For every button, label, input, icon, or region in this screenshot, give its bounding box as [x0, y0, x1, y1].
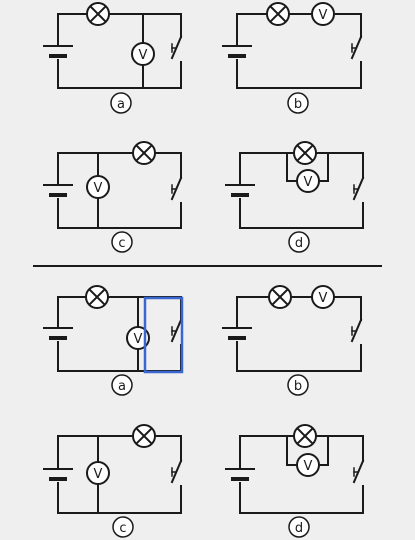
voltmeter-glyph: V — [319, 8, 328, 23]
option-label: a — [110, 92, 132, 114]
voltmeter-icon: V — [296, 453, 320, 477]
top-group: V a — [43, 2, 365, 253]
voltmeter-glyph: V — [94, 181, 103, 196]
circuit-d: V d — [225, 424, 365, 538]
option-label: c — [112, 516, 134, 538]
circuit-b: V b — [222, 2, 363, 114]
lamp-cross-icon — [268, 285, 292, 309]
voltmeter-glyph: V — [304, 175, 313, 190]
battery-icon — [222, 327, 252, 340]
wire — [239, 152, 364, 229]
option-letter: a — [118, 379, 126, 394]
lamp-cross-icon — [85, 285, 109, 309]
switch-icon — [350, 35, 363, 60]
switch-icon — [352, 176, 365, 201]
voltmeter-icon: V — [311, 285, 335, 309]
wire — [57, 435, 182, 514]
voltmeter-icon: V — [86, 461, 110, 485]
option-label: d — [288, 516, 310, 538]
wire — [57, 13, 182, 89]
lamp-cross-icon — [266, 2, 290, 26]
option-letter: c — [119, 521, 126, 536]
battery-icon — [43, 468, 73, 481]
circuit-b: V b — [222, 285, 363, 396]
battery-icon — [43, 327, 73, 340]
voltmeter-glyph: V — [139, 48, 148, 63]
battery-icon — [43, 45, 73, 58]
option-label: b — [287, 374, 309, 396]
battery-icon — [222, 45, 252, 58]
voltmeter-icon: V — [131, 42, 155, 66]
option-label: b — [287, 92, 309, 114]
option-letter: d — [295, 521, 303, 536]
wire — [57, 296, 182, 372]
switch-icon — [352, 459, 365, 484]
voltmeter-glyph: V — [134, 332, 143, 347]
voltmeter-icon: V — [296, 169, 320, 193]
circuit-c: V c — [43, 424, 183, 538]
lamp-cross-icon — [132, 424, 156, 448]
voltmeter-glyph: V — [94, 467, 103, 482]
switch-icon — [170, 318, 183, 343]
circuit-c: V c — [43, 141, 183, 253]
option-letter: c — [118, 236, 125, 251]
voltmeter-icon: V — [86, 175, 110, 199]
wire — [236, 296, 362, 372]
voltmeter-icon: V — [311, 2, 335, 26]
bottom-group: V a — [43, 285, 365, 538]
circuit-a: V a — [43, 2, 183, 114]
circuit-a: V a — [43, 285, 184, 396]
wire — [239, 435, 364, 514]
switch-icon — [170, 459, 183, 484]
lamp-cross-icon — [132, 141, 156, 165]
switch-icon — [170, 176, 183, 201]
option-label: a — [111, 374, 133, 396]
lamp-cross-icon — [293, 141, 317, 165]
wire — [57, 152, 182, 229]
battery-icon — [225, 468, 255, 481]
option-letter: d — [295, 236, 303, 251]
voltmeter-glyph: V — [304, 459, 313, 474]
option-letter: b — [294, 379, 302, 394]
battery-icon — [225, 184, 255, 197]
option-label: d — [288, 231, 310, 253]
option-letter: b — [294, 97, 302, 112]
lamp-cross-icon — [86, 2, 110, 26]
switch-icon — [170, 35, 183, 60]
option-label: c — [111, 231, 133, 253]
circuit-d: V d — [225, 141, 365, 253]
wire — [236, 13, 362, 89]
lamp-cross-icon — [293, 424, 317, 448]
option-letter: a — [117, 97, 125, 112]
switch-icon — [350, 318, 363, 343]
voltmeter-glyph: V — [319, 291, 328, 306]
selection-highlight[interactable] — [143, 296, 184, 374]
voltmeter-icon: V — [126, 326, 150, 350]
battery-icon — [43, 184, 73, 197]
